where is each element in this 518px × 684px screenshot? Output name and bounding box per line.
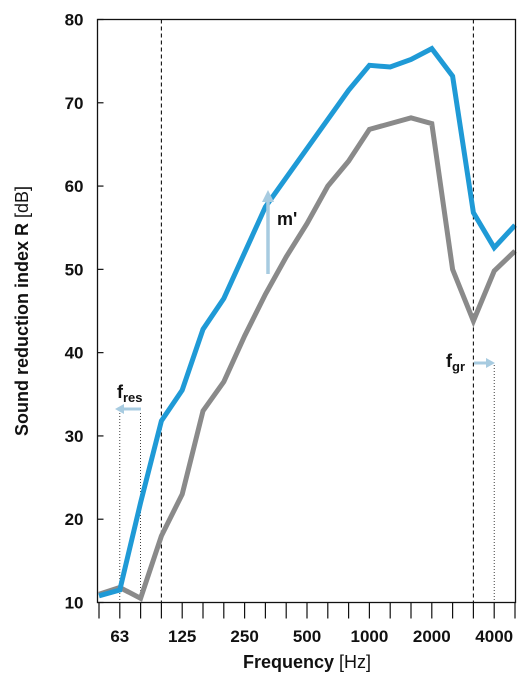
plot-frame bbox=[96, 18, 517, 604]
x-axis-title: Frequency [Hz] bbox=[243, 652, 371, 672]
fres-sub: res bbox=[123, 390, 143, 405]
fres-arrow-head bbox=[115, 404, 124, 414]
fgr-label: fgr bbox=[446, 351, 465, 374]
y-tick-label: 60 bbox=[65, 177, 84, 196]
y-tick-label: 30 bbox=[65, 427, 84, 446]
x-tick-label: 4000 bbox=[475, 627, 513, 646]
x-tick-label: 1000 bbox=[350, 627, 388, 646]
y-tick-label: 40 bbox=[65, 344, 84, 363]
y-axis-title-unit: [dB] bbox=[12, 186, 32, 223]
y-axis-title-main: Sound reduction index R bbox=[12, 223, 32, 436]
mprime-arrow-head bbox=[262, 190, 274, 202]
x-tick-label: 63 bbox=[110, 627, 129, 646]
fgr-main: f bbox=[446, 351, 453, 371]
series-lines bbox=[98, 45, 517, 602]
x-axis-title-main: Frequency bbox=[243, 652, 334, 672]
axis-ticks: 10 20 30 40 50 60 70 80 63 125 250 500 1000 2000 4000 bbox=[65, 11, 516, 646]
y-tick-label: 10 bbox=[65, 594, 84, 613]
y-axis-title: Sound reduction index R [dB] bbox=[12, 186, 32, 436]
y-tick-label: 70 bbox=[65, 94, 84, 113]
x-tick-label: 125 bbox=[168, 627, 196, 646]
x-tick-label: 500 bbox=[293, 627, 321, 646]
series-line-0 bbox=[98, 45, 517, 599]
series-line-1 bbox=[98, 115, 517, 602]
y-tick-label: 20 bbox=[65, 510, 84, 529]
fres-label: fres bbox=[117, 382, 143, 405]
y-tick-label: 80 bbox=[65, 11, 84, 30]
x-tick-label: 250 bbox=[230, 627, 258, 646]
fres-main: f bbox=[117, 382, 124, 402]
mprime-label: m' bbox=[277, 209, 297, 229]
x-axis-title-unit: [Hz] bbox=[334, 652, 371, 672]
fgr-sub: gr bbox=[452, 359, 465, 374]
fgr-arrow-head bbox=[486, 358, 495, 368]
x-tick-label: 2000 bbox=[413, 627, 451, 646]
y-tick-label: 50 bbox=[65, 260, 84, 279]
reference-lines bbox=[119, 19, 495, 603]
